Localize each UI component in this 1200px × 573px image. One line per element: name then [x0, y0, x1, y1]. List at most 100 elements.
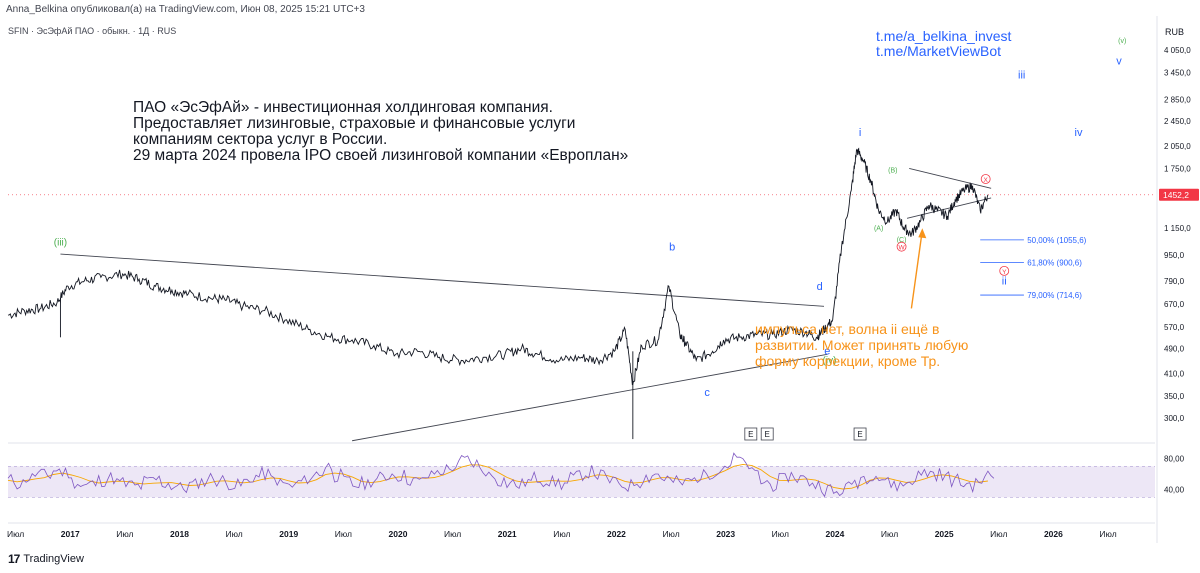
rsi-tick-label: 40,00 [1164, 486, 1185, 495]
price-tick-label: 670,0 [1164, 300, 1185, 309]
wave-label: (iii) [54, 237, 67, 248]
price-tick-label: 790,0 [1164, 277, 1185, 286]
time-tick-label: Июл [116, 529, 133, 539]
time-tick-label: 2019 [279, 529, 298, 539]
wave-label: b [669, 241, 675, 253]
trendline [60, 253, 825, 307]
time-tick-label: Июл [990, 529, 1007, 539]
time-tick-label: 2018 [170, 529, 189, 539]
price-tick-label: 3 450,0 [1164, 68, 1191, 77]
rsi-line [7, 452, 995, 498]
wave-label: X [984, 177, 989, 184]
trendline [352, 353, 828, 442]
event-marker-label: E [765, 430, 770, 439]
telegram-link-1[interactable]: t.me/a_belkina_invest [876, 28, 1012, 44]
time-tick-label: Июл [1099, 529, 1116, 539]
wave-label: ii [1002, 275, 1007, 287]
price-tick-label: 1 750,0 [1164, 164, 1191, 173]
time-tick-label: 2022 [607, 529, 626, 539]
fib-levels: 50,00% (1055,6) 61,80% (900,6) 79,00% (714… [980, 236, 1087, 300]
price-tick-label: 350,0 [1164, 392, 1185, 401]
last-price-label: 1452,2 [1163, 190, 1189, 200]
wave-label: iv [1075, 127, 1083, 139]
trendline [909, 167, 992, 189]
description-line: компаниям сектора услуг в России. [133, 131, 388, 148]
price-tick-label: 1 150,0 [1164, 224, 1191, 233]
time-tick-label: 2017 [61, 529, 80, 539]
description-line: ПАО «ЭсЭфАй» - инвестиционная холдингова… [133, 99, 553, 116]
analysis-note: импульса нет, волна ii ещё в развитии. М… [755, 321, 968, 369]
time-tick-label: 2026 [1044, 529, 1063, 539]
description-line: Предоставляет лизинговые, страховые и фи… [133, 115, 576, 132]
wave-label: d [817, 281, 823, 293]
description-line: 29 марта 2024 провела IPO своей лизингов… [133, 147, 629, 164]
tradingview-footer[interactable]: 17 TradingView [8, 552, 84, 566]
time-tick-label: 2021 [498, 529, 517, 539]
wave-label: (B) [888, 168, 897, 175]
time-tick-label: Июл [335, 529, 352, 539]
time-tick-label: 2020 [389, 529, 408, 539]
time-axis: Июл 2017 Июл 2018 Июл 2019 Июл 2020 Июл 2021 Июл 20… [7, 522, 1155, 539]
price-tick-label: 2 450,0 [1164, 117, 1191, 126]
price-tick-label: 4 050,0 [1164, 46, 1191, 55]
wave-marker-circle [896, 241, 907, 252]
fib-level-label: 61,80% (900,6) [1027, 258, 1082, 267]
note-line: развитии. Может принять любую [755, 337, 969, 353]
wave-label: e [824, 345, 830, 357]
wave-label: iii [1018, 70, 1025, 82]
tradingview-brand: TradingView [23, 553, 84, 565]
price-tick-label: 950,0 [1164, 251, 1185, 260]
rsi-ma-line [7, 463, 988, 490]
time-tick-label: 2023 [716, 529, 735, 539]
price-tick-label: 300,0 [1164, 414, 1185, 423]
price-tick-label: 570,0 [1164, 323, 1185, 332]
price-tick-label: 490,0 [1164, 344, 1185, 353]
wave-label: (v) [1118, 38, 1126, 45]
event-marker-label: E [748, 430, 753, 439]
fib-level-label: 79,00% (714,6) [1027, 291, 1082, 300]
event-marker-box [853, 427, 867, 441]
symbol-title: SFIN · ЭсЭфАй ПАО · обыкн. · 1Д · RUS [8, 26, 177, 36]
time-tick-label: Июл [662, 529, 679, 539]
wave-label: v [1116, 55, 1122, 67]
wave-label: c [704, 387, 710, 399]
time-tick-label: Июл [7, 529, 24, 539]
note-arrow-head [918, 228, 927, 239]
wave-label: (iv) [823, 356, 837, 367]
company-description: ПАО «ЭсЭфАй» - инвестиционная холдингова… [133, 100, 628, 164]
event-marker-label: E [857, 430, 862, 439]
wave-label: (A) [874, 225, 883, 232]
time-tick-label: 2025 [935, 529, 954, 539]
time-tick-label: Июл [772, 529, 789, 539]
note-line: импульса нет, волна ii ещё в [755, 321, 940, 337]
price-tick-label: 410,0 [1164, 370, 1185, 379]
wave-marker-circle [999, 265, 1010, 276]
wave-marker-circle [980, 174, 991, 184]
wave-label: W [898, 245, 905, 252]
wave-label: (C) [897, 237, 907, 244]
telegram-link-2[interactable]: t.me/MarketViewBot [876, 43, 1002, 59]
event-marker-box [760, 427, 774, 441]
event-marker-box [744, 427, 758, 441]
time-tick-label: Июл [444, 529, 461, 539]
price-series [7, 147, 989, 440]
time-tick-label: Июл [881, 529, 898, 539]
rsi-band [8, 466, 1155, 498]
tradingview-logo-icon: 17 [8, 552, 20, 566]
fib-level-label: 50,00% (1055,6) [1027, 236, 1086, 245]
time-tick-label: Июл [225, 529, 242, 539]
publish-info: Anna_Belkina опубликовал(а) на TradingVi… [6, 4, 365, 15]
price-line [7, 147, 989, 386]
note-line: форму коррекции, кроме Тр. [755, 353, 941, 369]
rsi-pane: 80,00 40,00 [7, 442, 1185, 498]
time-tick-label: 2024 [825, 529, 844, 539]
wave-label: i [859, 127, 861, 139]
price-tick-label: 2 050,0 [1164, 142, 1191, 151]
trendlines [60, 167, 992, 442]
price-tick-label: 2 850,0 [1164, 95, 1191, 104]
currency-label: RUB [1165, 27, 1185, 37]
note-arrow [910, 230, 924, 309]
last-price-badge [1159, 188, 1199, 201]
